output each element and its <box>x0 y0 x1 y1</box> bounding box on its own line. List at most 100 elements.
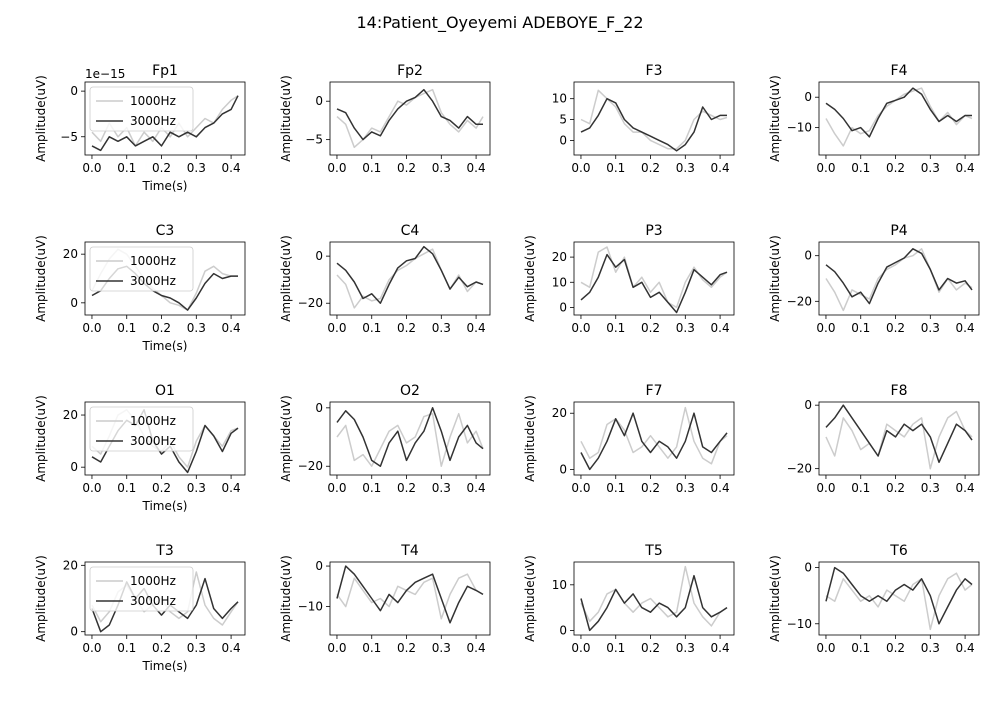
x-tick-label: 0.3 <box>187 641 206 655</box>
x-tick-label: 0.4 <box>467 481 486 495</box>
subplot-c3: 0.0 0.1 0.2 0.3 0.4 0 20 C3 Time(s) Amplitude(uV)… <box>34 223 246 353</box>
series-line-3000Hz <box>336 565 484 624</box>
y-tick-label: 5 <box>559 113 567 127</box>
axes-frame <box>818 561 980 636</box>
subplot-title: F4 <box>891 63 908 79</box>
x-tick-label: 0.4 <box>222 641 241 655</box>
legend-label: 1000Hz <box>130 574 176 588</box>
x-tick-label: 0.0 <box>816 641 835 655</box>
subplot-p3: 0.0 0.1 0.2 0.3 0.4 0 10 20 P3 Amplitude(uV) <box>523 223 735 335</box>
x-tick-label: 0.2 <box>152 641 171 655</box>
legend-label: 1000Hz <box>130 254 176 268</box>
subplot-title: P3 <box>645 223 662 239</box>
x-tick-label: 0.4 <box>711 481 730 495</box>
y-tick-label: 0 <box>559 462 567 476</box>
axes-frame <box>818 81 980 156</box>
subplot-title: F3 <box>646 63 663 79</box>
x-tick-label: 0.4 <box>222 161 241 175</box>
series-line-1000Hz <box>336 248 484 309</box>
axes-frame <box>573 81 735 156</box>
y-axis-label: Amplitude(uV) <box>34 75 48 162</box>
x-tick-label: 0.1 <box>606 321 625 335</box>
series-line-3000Hz <box>580 253 728 314</box>
x-tick-label: 0.0 <box>327 641 346 655</box>
x-tick-label: 0.0 <box>327 481 346 495</box>
subplot-fp1: 0.0 0.1 0.2 0.3 0.4 −5 0 Fp1 Time(s) Amplitude(uV… <box>34 63 246 193</box>
x-tick-label: 0.0 <box>82 321 101 335</box>
legend-label: 3000Hz <box>130 594 176 608</box>
y-tick-label: −20 <box>298 459 323 473</box>
x-tick-label: 0.2 <box>397 161 416 175</box>
y-axis-label: Amplitude(uV) <box>279 555 293 642</box>
x-tick-label: 0.3 <box>432 641 451 655</box>
x-tick-label: 0.1 <box>117 481 136 495</box>
y-axis-label: Amplitude(uV) <box>523 395 537 482</box>
legend-box <box>89 566 194 612</box>
x-tick-label: 0.1 <box>851 641 870 655</box>
x-tick-label: 0.1 <box>606 481 625 495</box>
y-axis-label: Amplitude(uV) <box>768 555 782 642</box>
legend: 1000Hz 3000Hz <box>89 246 194 292</box>
x-tick-label: 0.4 <box>467 641 486 655</box>
axes-frame <box>84 241 246 316</box>
x-tick-label: 0.1 <box>851 481 870 495</box>
x-tick-label: 0.0 <box>571 161 590 175</box>
series-line-3000Hz <box>336 88 483 141</box>
x-tick-label: 0.4 <box>467 321 486 335</box>
x-tick-label: 0.3 <box>187 161 206 175</box>
subplot-o1: 0.0 0.1 0.2 0.3 0.4 0 20 O1 Time(s) Amplitude(uV)… <box>34 383 246 513</box>
x-tick-label: 0.4 <box>467 161 486 175</box>
x-tick-label: 0.1 <box>606 161 625 175</box>
x-tick-label: 0.2 <box>152 481 171 495</box>
y-tick-label: 20 <box>63 408 78 422</box>
x-tick-label: 0.0 <box>816 161 835 175</box>
x-tick-label: 0.2 <box>397 641 416 655</box>
axes-frame <box>84 81 246 156</box>
series-line-3000Hz <box>580 412 728 471</box>
x-tick-label: 0.3 <box>676 641 695 655</box>
x-tick-label: 0.3 <box>432 161 451 175</box>
series-line-1000Hz <box>825 410 973 470</box>
y-axis-label: Amplitude(uV) <box>279 235 293 322</box>
x-axis-label: Time(s) <box>142 179 188 193</box>
axes-frame <box>329 401 491 476</box>
y-tick-label: −20 <box>787 294 812 308</box>
y-tick-label: 0 <box>804 249 812 263</box>
legend-box <box>89 406 194 452</box>
x-tick-label: 0.0 <box>571 481 590 495</box>
subplot-f3: 0.0 0.1 0.2 0.3 0.4 0 5 10 F3 <box>552 63 735 175</box>
x-tick-label: 0.2 <box>886 641 905 655</box>
subplot-title: F7 <box>646 383 663 399</box>
y-tick-label: 10 <box>552 275 567 289</box>
x-tick-label: 0.1 <box>117 321 136 335</box>
x-tick-label: 0.0 <box>816 481 835 495</box>
subplot-title: Fp2 <box>397 63 423 79</box>
subplot-f8: 0.0 0.1 0.2 0.3 0.4 −20 0 F8 <box>787 383 980 495</box>
axes-frame <box>573 561 735 636</box>
y-tick-label: 0 <box>315 94 323 108</box>
y-axis-label: Amplitude(uV) <box>768 235 782 322</box>
y-axis-label: Amplitude(uV) <box>279 395 293 482</box>
subplot-title: F8 <box>891 383 908 399</box>
y-tick-label: −5 <box>60 130 78 144</box>
subplot-t5: 0.0 0.1 0.2 0.3 0.4 0 10 T5 Amplitude(uV) <box>523 543 735 655</box>
legend-label: 3000Hz <box>130 274 176 288</box>
x-tick-label: 0.3 <box>432 481 451 495</box>
y-tick-label: 20 <box>63 247 78 261</box>
y-tick-label: 0 <box>559 300 567 314</box>
y-axis-label: Amplitude(uV) <box>34 555 48 642</box>
y-tick-label: 0 <box>70 296 78 310</box>
y-tick-label: 0 <box>804 561 812 575</box>
legend-label: 3000Hz <box>130 114 176 128</box>
x-tick-label: 0.2 <box>641 321 660 335</box>
series-line-1000Hz <box>580 246 728 309</box>
series-line-1000Hz <box>580 565 728 627</box>
y-tick-label: 0 <box>559 133 567 147</box>
y-tick-label: 10 <box>552 92 567 106</box>
x-tick-label: 0.3 <box>187 321 206 335</box>
y-axis-label: Amplitude(uV) <box>523 235 537 322</box>
legend-label: 1000Hz <box>130 94 176 108</box>
series-line-3000Hz <box>580 97 727 152</box>
series-line-1000Hz <box>825 87 973 147</box>
series-line-1000Hz <box>825 572 973 631</box>
